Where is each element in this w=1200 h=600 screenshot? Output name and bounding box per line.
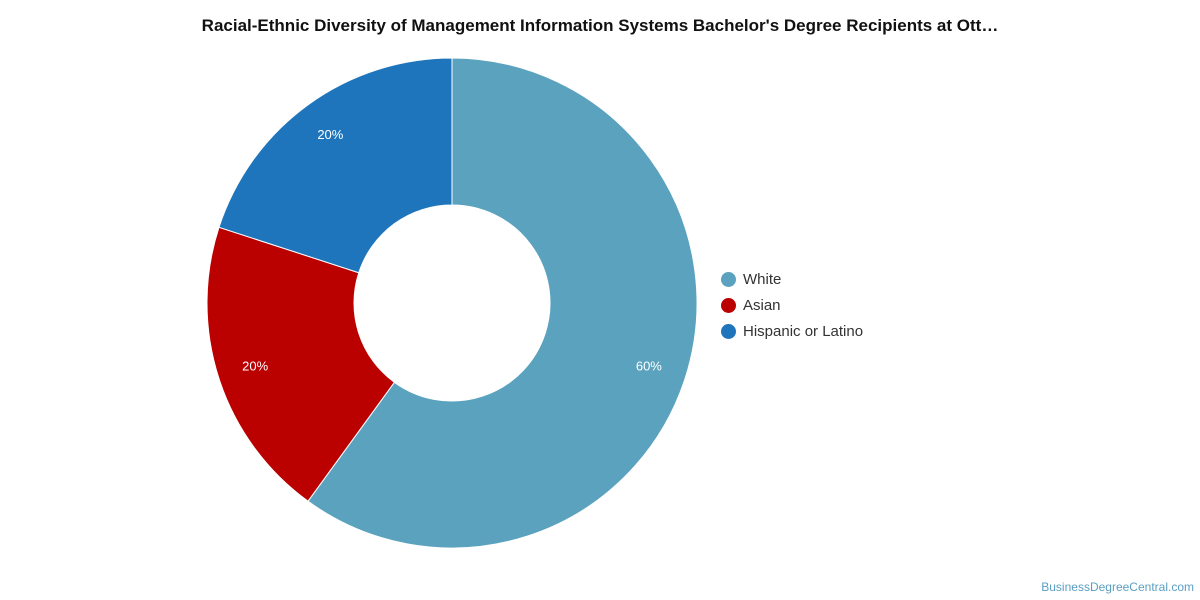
slice-label-white: 60%: [636, 358, 662, 373]
legend-swatch-white: [721, 271, 736, 287]
slice-label-hispanic-or-latino: 20%: [317, 127, 343, 142]
watermark-link[interactable]: BusinessDegreeCentral.com: [1041, 580, 1194, 594]
legend-swatch-hispanic-or-latino: [721, 323, 736, 339]
slice-label-asian: 20%: [242, 358, 268, 373]
legend-item-asian[interactable]: Asian: [721, 292, 863, 318]
legend-label-hispanic-or-latino: Hispanic or Latino: [743, 322, 864, 340]
legend-item-white[interactable]: White: [721, 266, 863, 292]
chart-title: Racial-Ethnic Diversity of Management In…: [201, 16, 999, 35]
chart-legend: White Asian Hispanic or Latino: [721, 266, 863, 344]
legend-label-asian: Asian: [743, 296, 781, 314]
slice-white[interactable]: [307, 57, 698, 549]
legend-item-hispanic-or-latino[interactable]: Hispanic or Latino: [721, 318, 863, 344]
legend-swatch-asian: [721, 297, 736, 313]
slice-asian[interactable]: [206, 226, 396, 502]
legend-label-white: White: [743, 270, 782, 288]
slice-hispanic-or-latino[interactable]: [218, 57, 453, 274]
